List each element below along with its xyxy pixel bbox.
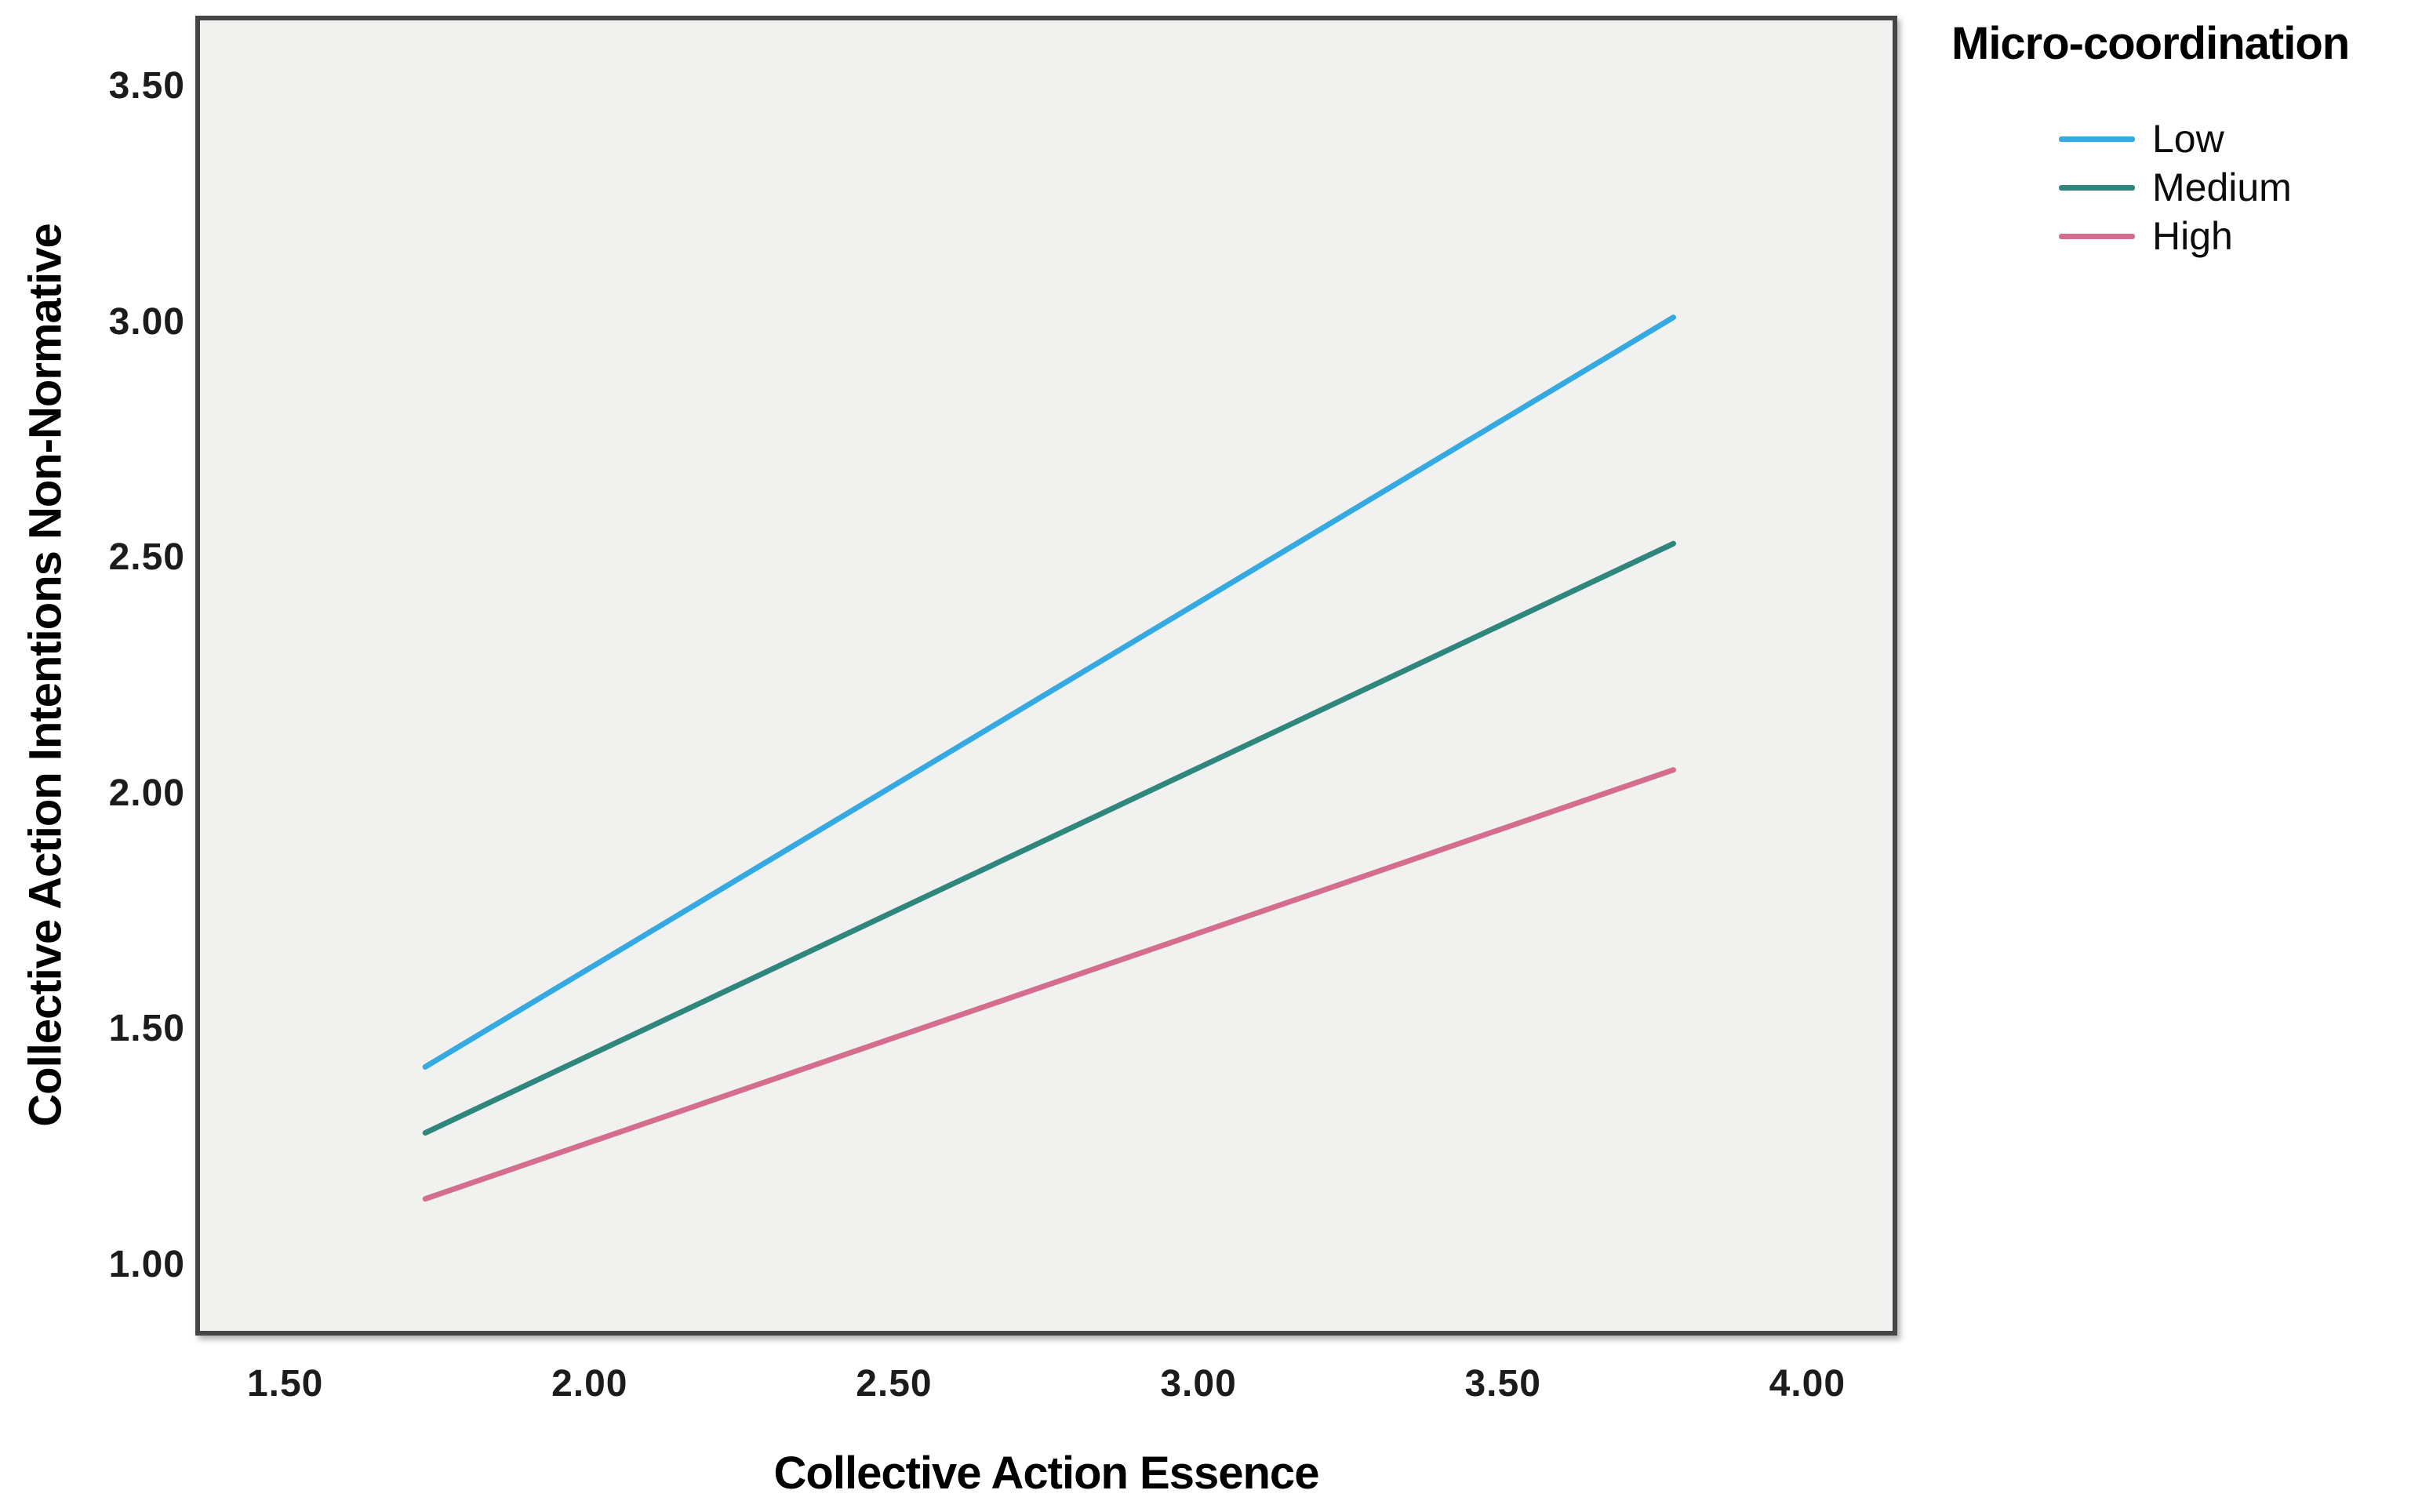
x-tick-label: 3.00	[1160, 1363, 1237, 1405]
y-tick-label: 1.00	[108, 1243, 185, 1285]
legend-item-medium: Medium	[2059, 163, 2292, 212]
y-tick-label: 1.50	[108, 1008, 185, 1050]
legend-items: Low Medium High	[2059, 114, 2292, 260]
y-tick-label: 2.00	[108, 772, 185, 814]
legend: Micro-coordination Low Medium High	[1951, 17, 2422, 258]
legend-line-swatch-low	[2059, 136, 2135, 142]
legend-label-low: Low	[2152, 117, 2224, 161]
y-axis-title: Collective Action Intentions Non-Normati…	[20, 224, 71, 1127]
x-tick-label: 3.50	[1464, 1363, 1541, 1405]
plot-area	[195, 16, 1897, 1336]
x-tick-label: 4.00	[1769, 1363, 1846, 1405]
plot-svg	[422, 314, 1677, 1202]
x-axis-title: Collective Action Essence	[773, 1448, 1320, 1499]
series-line-medium	[422, 540, 1677, 1136]
legend-title: Micro-coordination	[1951, 18, 2350, 69]
legend-line-swatch-medium	[2059, 184, 2135, 191]
legend-label-medium: Medium	[2152, 165, 2292, 209]
x-tick-label: 1.50	[246, 1363, 324, 1405]
series-line-high	[422, 767, 1677, 1202]
x-tick-label: 2.00	[551, 1363, 628, 1405]
legend-label-high: High	[2152, 214, 2233, 258]
series-line-low	[422, 314, 1677, 1070]
legend-item-high: High	[2059, 212, 2292, 260]
legend-line-swatch-high	[2059, 233, 2135, 239]
y-tick-label: 2.50	[108, 536, 185, 579]
x-tick-label: 2.50	[856, 1363, 933, 1405]
legend-item-low: Low	[2059, 114, 2292, 163]
y-tick-label: 3.00	[108, 300, 185, 343]
y-tick-label: 3.50	[108, 65, 185, 107]
